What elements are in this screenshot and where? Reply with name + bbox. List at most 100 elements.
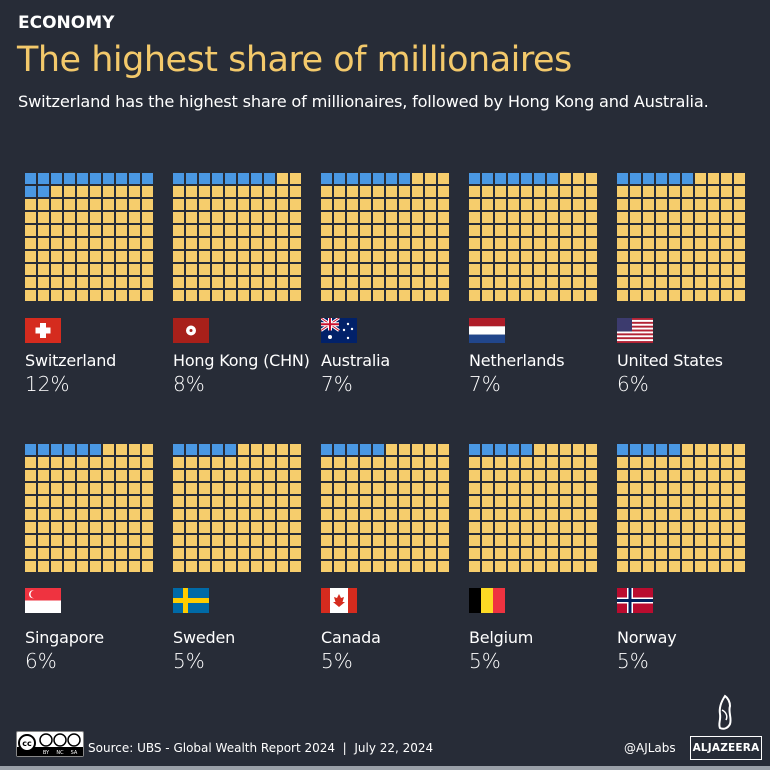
waffle-cell-empty: [199, 277, 211, 289]
waffle-cell-empty: [90, 290, 102, 302]
waffle-cell-empty: [643, 457, 655, 469]
waffle-cell-empty: [573, 444, 585, 456]
waffle-cell-empty: [669, 238, 681, 250]
waffle-cell-empty: [630, 509, 642, 521]
waffle-cell-empty: [77, 212, 89, 224]
share-value: 5%: [469, 649, 501, 673]
waffle-cell-empty: [508, 457, 520, 469]
waffle-cell-empty: [212, 251, 224, 263]
waffle-cell-empty: [51, 535, 63, 547]
waffle-cell-empty: [695, 186, 707, 198]
waffle-cell-empty: [90, 225, 102, 237]
waffle-cell-empty: [25, 509, 37, 521]
waffle-cell-empty: [90, 522, 102, 534]
waffle-cell-empty: [142, 496, 154, 508]
waffle-cell-empty: [321, 548, 333, 560]
waffle-cell-empty: [547, 186, 559, 198]
waffle-cell-empty: [386, 548, 398, 560]
waffle-cell-empty: [360, 186, 372, 198]
waffle-cell-empty: [116, 199, 128, 211]
waffle-cell-empty: [521, 509, 533, 521]
waffle-cell-empty: [534, 212, 546, 224]
waffle-cell-empty: [617, 238, 629, 250]
waffle-cell-filled: [334, 173, 346, 185]
waffle-cell-empty: [77, 186, 89, 198]
waffle-cell-empty: [38, 277, 50, 289]
waffle-cell-empty: [617, 561, 629, 573]
waffle-cell-empty: [25, 561, 37, 573]
waffle-cell-empty: [656, 264, 668, 276]
waffle-cell-empty: [51, 277, 63, 289]
waffle-cell-empty: [508, 264, 520, 276]
waffle-cell-filled: [238, 173, 250, 185]
waffle-cell-empty: [290, 470, 302, 482]
waffle-cell-empty: [682, 212, 694, 224]
waffle-cell-empty: [425, 225, 437, 237]
share-value: 5%: [173, 649, 205, 673]
waffle-cell-empty: [103, 457, 115, 469]
waffle-cell-empty: [373, 483, 385, 495]
waffle-cell-empty: [656, 483, 668, 495]
waffle-cell-empty: [142, 290, 154, 302]
waffle-cell-empty: [438, 212, 450, 224]
waffle-cell-empty: [77, 496, 89, 508]
waffle-cell-empty: [508, 290, 520, 302]
waffle-cell-empty: [212, 483, 224, 495]
waffle-cell-empty: [547, 535, 559, 547]
waffle-cell-empty: [186, 509, 198, 521]
waffle-cell-empty: [708, 496, 720, 508]
waffle-cell-empty: [534, 225, 546, 237]
waffle-cell-empty: [116, 535, 128, 547]
waffle-cell-empty: [38, 264, 50, 276]
waffle-cell-empty: [560, 470, 572, 482]
waffle-cell-empty: [682, 522, 694, 534]
waffle-cell-empty: [573, 264, 585, 276]
waffle-cell-empty: [186, 238, 198, 250]
waffle-cell-empty: [412, 238, 424, 250]
waffle-cell-empty: [386, 238, 398, 250]
waffle-cell-filled: [90, 173, 102, 185]
waffle-cell-filled: [25, 173, 37, 185]
waffle-cell-empty: [360, 225, 372, 237]
waffle-cell-empty: [643, 509, 655, 521]
waffle-cell-empty: [721, 561, 733, 573]
waffle-cell-empty: [547, 509, 559, 521]
waffle-cell-empty: [212, 277, 224, 289]
waffle-cell-filled: [129, 173, 141, 185]
waffle-cell-filled: [508, 173, 520, 185]
waffle-cell-empty: [277, 483, 289, 495]
waffle-cell-empty: [290, 561, 302, 573]
waffle-cell-empty: [373, 509, 385, 521]
waffle-cell-empty: [412, 470, 424, 482]
waffle-cell-empty: [495, 238, 507, 250]
waffle-cell-empty: [116, 225, 128, 237]
waffle-cell-empty: [425, 509, 437, 521]
waffle-cell-empty: [573, 548, 585, 560]
waffle-cell-empty: [721, 199, 733, 211]
waffle-cell-empty: [290, 238, 302, 250]
waffle-cell-empty: [238, 225, 250, 237]
waffle-cell-empty: [482, 470, 494, 482]
waffle-cell-empty: [734, 277, 746, 289]
waffle-cell-empty: [212, 522, 224, 534]
waffle-cell-empty: [708, 251, 720, 263]
waffle-cell-empty: [225, 496, 237, 508]
waffle-cell-empty: [586, 509, 598, 521]
subtitle: Switzerland has the highest share of mil…: [18, 92, 709, 111]
waffle-cell-empty: [264, 186, 276, 198]
waffle-cell-empty: [656, 496, 668, 508]
waffle-cell-empty: [321, 225, 333, 237]
waffle-cell-empty: [142, 535, 154, 547]
waffle-cell-filled: [399, 173, 411, 185]
waffle-cell-empty: [212, 186, 224, 198]
waffle-cell-empty: [495, 225, 507, 237]
waffle-cell-empty: [425, 470, 437, 482]
waffle-cell-empty: [412, 509, 424, 521]
waffle-cell-empty: [173, 186, 185, 198]
waffle-cell-empty: [173, 264, 185, 276]
waffle-cell-empty: [321, 264, 333, 276]
waffle-cell-empty: [251, 444, 263, 456]
waffle-cell-empty: [695, 173, 707, 185]
waffle-cell-empty: [103, 264, 115, 276]
waffle-cell-empty: [264, 212, 276, 224]
